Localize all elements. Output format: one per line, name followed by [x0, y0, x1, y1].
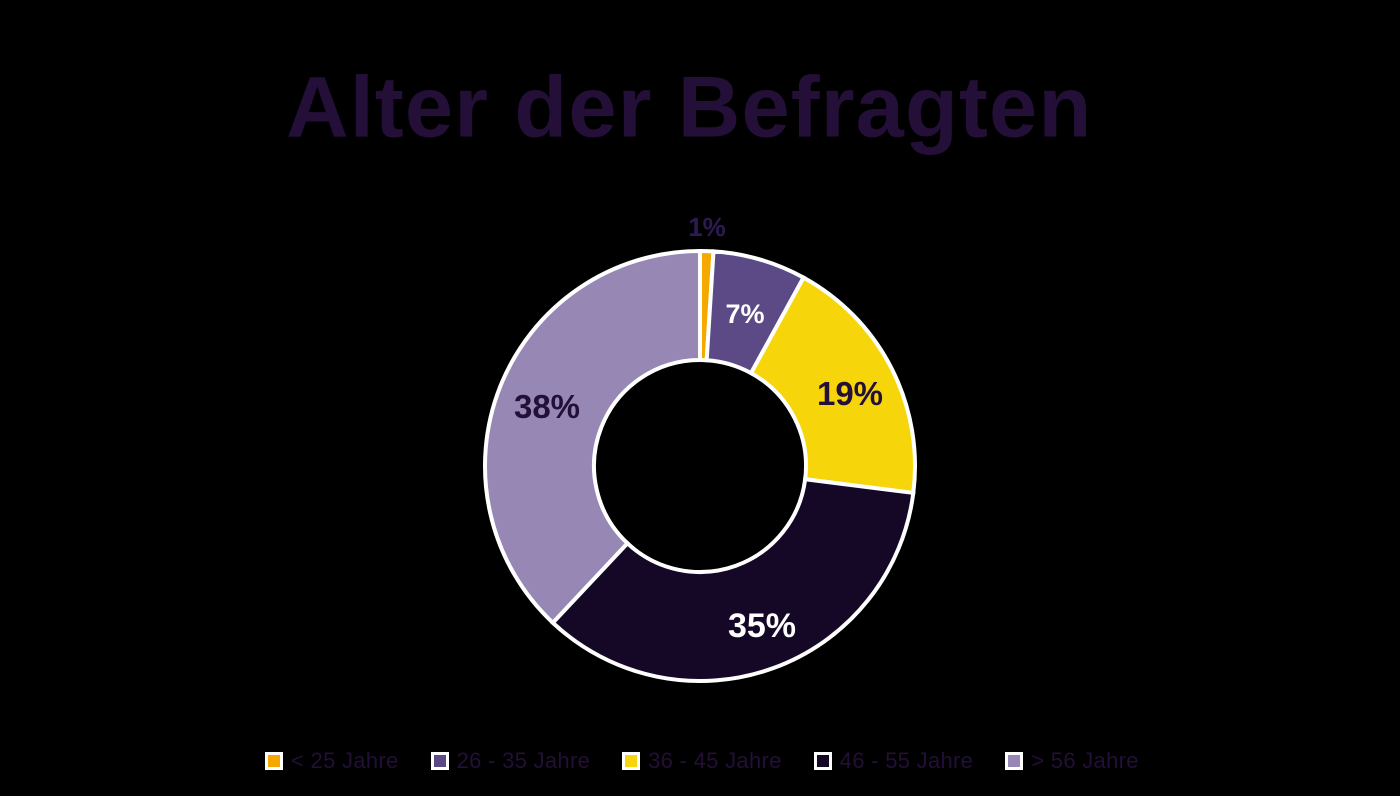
svg-text:38%: 38%: [514, 388, 580, 425]
svg-text:7%: 7%: [725, 299, 764, 329]
svg-text:35%: 35%: [728, 607, 796, 645]
svg-text:19%: 19%: [817, 375, 883, 412]
svg-text:1%: 1%: [688, 212, 726, 242]
